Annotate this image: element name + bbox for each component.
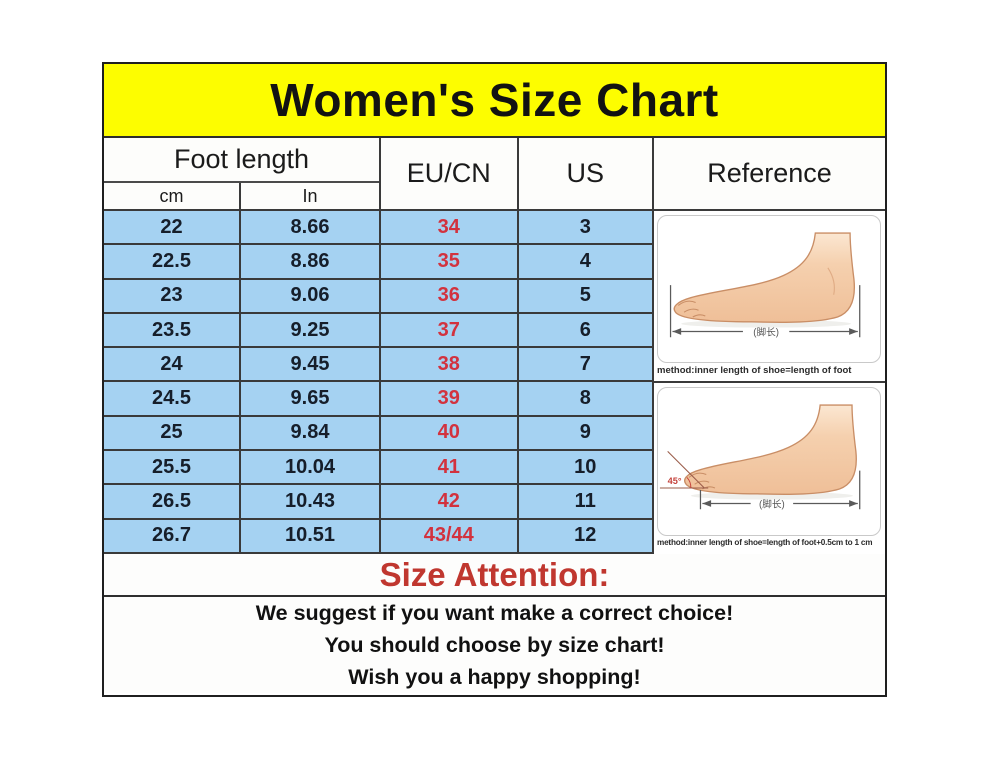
reference-caption-2: method:inner length of shoe=length of fo… (657, 538, 873, 547)
foot-shape (673, 232, 856, 323)
cell-us: 3 (518, 211, 652, 246)
foot-measure-illustration-2: 45° (脚长) (657, 386, 881, 536)
cell-eu: 38 (381, 348, 517, 383)
cell-cm: 22 (104, 211, 240, 246)
header-foot-length: Foot length (104, 138, 379, 183)
cell-us: 8 (518, 382, 652, 417)
column-cm: cm 22 22.5 23 23.5 24 24.5 25 25.5 26.5 … (104, 183, 242, 554)
title-bar: Women's Size Chart (104, 64, 885, 138)
cell-us: 9 (518, 416, 652, 452)
notes-section: We suggest if you want make a correct ch… (104, 597, 885, 693)
cell-inch: 8.66 (241, 211, 379, 246)
cell-cm: 24 (104, 348, 240, 383)
cell-eu: 42 (381, 485, 517, 520)
note-line: We suggest if you want make a correct ch… (255, 600, 734, 625)
column-eu-cn: EU/CN 34 35 36 37 38 39 40 41 42 43/44 (381, 138, 519, 554)
angle-label: 45° (668, 476, 682, 486)
cell-us: 10 (518, 451, 652, 486)
measure-label: (脚长) (753, 326, 779, 338)
column-inch: In 8.66 8.86 9.06 9.25 9.45 9.65 9.84 10… (241, 183, 379, 554)
foot-shape (684, 404, 857, 496)
cell-us: 5 (518, 279, 652, 314)
column-us: US 3 4 5 6 7 8 9 10 11 12 (518, 138, 654, 554)
cell-eu: 35 (381, 245, 517, 280)
cell-eu: 41 (381, 451, 517, 486)
page-title: Women's Size Chart (270, 74, 719, 126)
foot-measure-illustration-1: (脚长) (657, 215, 881, 363)
cell-inch: 9.45 (241, 348, 379, 383)
cell-eu: 39 (381, 382, 517, 417)
reference-cell-1: (脚长) method:inner length of shoe=length … (654, 211, 885, 383)
cell-inch: 10.04 (241, 451, 379, 486)
foot-angle-view-icon: 45° (脚长) (659, 404, 861, 511)
header-reference: Reference (654, 138, 885, 211)
cell-inch: 10.51 (241, 519, 379, 554)
cell-cm: 24.5 (104, 382, 240, 417)
measure-arrow (669, 284, 861, 338)
cell-us: 12 (518, 519, 652, 554)
header-eu-cn: EU/CN (381, 138, 517, 211)
size-attention-title: Size Attention: (379, 555, 610, 593)
cell-us: 11 (518, 485, 652, 520)
cell-cm: 26.5 (104, 485, 240, 520)
cell-cm: 26.7 (104, 519, 240, 554)
cell-eu: 36 (381, 279, 517, 314)
measure-label: (脚长) (759, 499, 785, 511)
cell-cm: 25.5 (104, 451, 240, 486)
foot-length-columns: cm 22 22.5 23 23.5 24 24.5 25 25.5 26.5 … (104, 183, 379, 554)
size-chart-table: Women's Size Chart Foot length cm 22 22.… (102, 62, 887, 697)
cell-us: 6 (518, 313, 652, 349)
cell-cm: 23 (104, 279, 240, 314)
cell-cm: 22.5 (104, 245, 240, 280)
foot-length-group: Foot length cm 22 22.5 23 23.5 24 24.5 2… (104, 138, 381, 554)
reference-caption-1: method:inner length of shoe=length of fo… (657, 364, 852, 376)
header-inch: In (241, 183, 379, 211)
cell-inch: 8.86 (241, 245, 379, 280)
cell-eu: 40 (381, 416, 517, 452)
cell-us: 4 (518, 245, 652, 280)
cell-inch: 9.25 (241, 313, 379, 349)
cell-cm: 23.5 (104, 313, 240, 349)
reference-cell-2: 45° (脚长) method:inner le (654, 382, 885, 554)
column-reference: Reference (654, 138, 885, 554)
cell-cm: 25 (104, 416, 240, 452)
cell-eu: 37 (381, 313, 517, 349)
cell-eu: 43/44 (381, 519, 517, 554)
angle-guide (659, 451, 709, 489)
cell-inch: 9.06 (241, 279, 379, 314)
note-line: You should choose by size chart! (324, 632, 665, 657)
cell-inch: 9.84 (241, 416, 379, 452)
cell-eu: 34 (381, 211, 517, 246)
size-attention-row: Size Attention: (104, 554, 885, 597)
foot-side-view-icon: (脚长) (669, 232, 861, 338)
note-line: Wish you a happy shopping! (348, 664, 641, 689)
header-cm: cm (104, 183, 240, 211)
header-us: US (518, 138, 652, 211)
cell-inch: 10.43 (241, 485, 379, 520)
table-body: Foot length cm 22 22.5 23 23.5 24 24.5 2… (104, 138, 885, 554)
cell-us: 7 (518, 348, 652, 383)
cell-inch: 9.65 (241, 382, 379, 417)
